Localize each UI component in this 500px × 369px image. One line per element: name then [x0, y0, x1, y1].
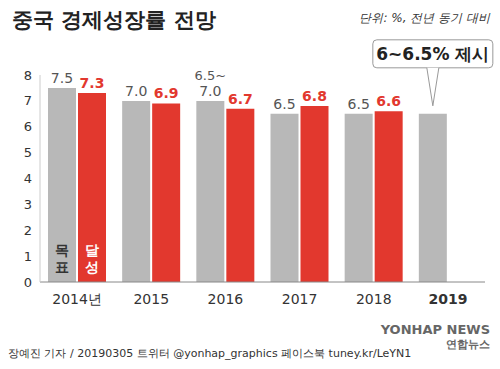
- svg-text:6.5: 6.5: [273, 96, 295, 112]
- svg-text:2: 2: [24, 223, 32, 238]
- svg-text:3: 3: [24, 197, 32, 212]
- svg-text:6: 6: [24, 119, 32, 134]
- svg-text:2016: 2016: [208, 291, 244, 307]
- svg-text:6.8: 6.8: [302, 88, 327, 104]
- html-text:연합뉴스: 연합뉴스: [446, 338, 490, 351]
- svg-text:5: 5: [24, 145, 32, 160]
- svg-text:6.9: 6.9: [154, 85, 179, 101]
- svg-text:6.6: 6.6: [376, 93, 401, 109]
- svg-text:0: 0: [24, 275, 32, 290]
- svg-text:2017: 2017: [282, 291, 318, 307]
- svg-text:7.0: 7.0: [125, 83, 147, 99]
- svg-text:7.0: 7.0: [199, 83, 221, 99]
- html-text:단위: %, 전년 동기 대비: 단위: %, 전년 동기 대비: [359, 11, 490, 25]
- svg-text:2014년: 2014년: [52, 291, 102, 307]
- svg-text:7: 7: [24, 93, 32, 108]
- html-text:중국 경제성장률 전망: 중국 경제성장률 전망: [12, 8, 216, 32]
- svg-text:1: 1: [24, 249, 32, 264]
- svg-text:2018: 2018: [356, 291, 392, 307]
- svg-text:6~6.5% 제시: 6~6.5% 제시: [376, 44, 489, 64]
- svg-text:달: 달: [85, 242, 99, 258]
- svg-text:2015: 2015: [133, 291, 169, 307]
- svg-text:성: 성: [85, 259, 99, 275]
- svg-text:4: 4: [24, 171, 32, 186]
- svg-text:6.5~: 6.5~: [195, 68, 227, 83]
- html-text:YONHAP NEWS: YONHAP NEWS: [380, 322, 490, 337]
- svg-text:표: 표: [55, 259, 69, 275]
- svg-text:7.3: 7.3: [80, 75, 105, 91]
- html-text:장예진 기자 / 20190305 트위터 @yonhap_: 장예진 기자 / 20190305 트위터 @yonhap_graphics 페…: [8, 347, 412, 360]
- svg-text:8: 8: [24, 68, 32, 83]
- svg-text:7.5: 7.5: [51, 70, 73, 86]
- svg-text:6.7: 6.7: [228, 91, 253, 107]
- svg-text:6.5: 6.5: [348, 96, 370, 112]
- svg-text:목: 목: [55, 242, 69, 258]
- svg-text:2019: 2019: [428, 291, 467, 307]
